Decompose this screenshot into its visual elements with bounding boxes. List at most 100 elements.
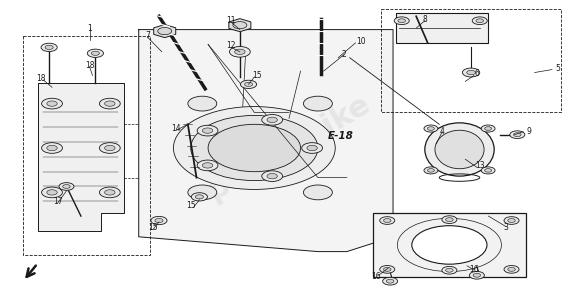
Circle shape <box>47 145 57 151</box>
Circle shape <box>508 218 516 223</box>
Circle shape <box>428 127 435 130</box>
Circle shape <box>202 163 213 168</box>
Circle shape <box>504 217 519 224</box>
Text: 18: 18 <box>36 74 45 83</box>
Text: E-18: E-18 <box>328 131 354 141</box>
Circle shape <box>91 51 99 55</box>
Circle shape <box>42 98 62 109</box>
Circle shape <box>387 279 394 283</box>
Circle shape <box>267 173 277 179</box>
Text: 17: 17 <box>53 197 62 206</box>
Circle shape <box>442 266 457 274</box>
Circle shape <box>99 143 120 153</box>
Circle shape <box>235 49 245 54</box>
Circle shape <box>467 70 475 75</box>
Circle shape <box>412 226 487 264</box>
Circle shape <box>514 133 521 137</box>
Text: 8: 8 <box>423 15 427 24</box>
Circle shape <box>195 195 203 199</box>
Polygon shape <box>229 19 251 32</box>
Circle shape <box>469 271 484 279</box>
Polygon shape <box>139 30 393 252</box>
Circle shape <box>262 115 283 125</box>
Text: 18: 18 <box>85 61 94 70</box>
Circle shape <box>398 19 406 23</box>
Circle shape <box>188 185 217 200</box>
Bar <box>396 13 488 43</box>
Text: parts4bike: parts4bike <box>202 89 376 207</box>
Text: 12: 12 <box>227 41 236 50</box>
Circle shape <box>158 28 172 35</box>
Circle shape <box>191 193 208 201</box>
Text: 14: 14 <box>172 124 181 133</box>
Circle shape <box>240 80 257 89</box>
Circle shape <box>473 274 481 277</box>
Bar <box>373 213 526 277</box>
Circle shape <box>446 268 453 272</box>
Text: 16: 16 <box>371 272 380 281</box>
Circle shape <box>424 167 438 174</box>
Text: 13: 13 <box>475 161 484 170</box>
Circle shape <box>424 125 438 132</box>
Circle shape <box>380 217 395 224</box>
Circle shape <box>446 218 453 221</box>
Text: 10: 10 <box>357 37 366 46</box>
Circle shape <box>197 160 218 171</box>
Text: 6: 6 <box>475 70 479 78</box>
Circle shape <box>42 143 62 153</box>
Circle shape <box>510 131 525 139</box>
Text: 15: 15 <box>149 223 158 232</box>
Circle shape <box>302 143 323 153</box>
Circle shape <box>197 125 218 136</box>
Circle shape <box>105 101 115 106</box>
Circle shape <box>476 19 483 23</box>
Text: 7: 7 <box>145 31 150 40</box>
Circle shape <box>244 82 253 86</box>
Text: 1: 1 <box>87 24 92 33</box>
Circle shape <box>233 22 247 29</box>
Circle shape <box>229 46 250 57</box>
Text: 11: 11 <box>227 16 236 25</box>
Circle shape <box>508 267 516 271</box>
Circle shape <box>151 216 167 225</box>
Circle shape <box>47 101 57 106</box>
Circle shape <box>188 96 217 111</box>
Circle shape <box>155 218 163 223</box>
Circle shape <box>47 190 57 195</box>
Text: 5: 5 <box>555 64 560 73</box>
Circle shape <box>262 171 283 181</box>
Circle shape <box>442 216 457 223</box>
Circle shape <box>307 145 317 151</box>
Circle shape <box>191 115 318 181</box>
Text: 2: 2 <box>342 50 346 59</box>
Text: 16: 16 <box>469 265 479 274</box>
Circle shape <box>472 17 487 25</box>
Circle shape <box>99 187 120 198</box>
Circle shape <box>202 128 213 133</box>
Circle shape <box>99 98 120 109</box>
Circle shape <box>481 167 495 174</box>
Circle shape <box>42 187 62 198</box>
Circle shape <box>62 185 71 188</box>
Circle shape <box>380 266 395 273</box>
Circle shape <box>87 49 103 57</box>
Circle shape <box>59 183 74 190</box>
Circle shape <box>45 45 53 49</box>
Circle shape <box>267 117 277 123</box>
Circle shape <box>462 68 480 77</box>
Circle shape <box>105 145 115 151</box>
Circle shape <box>41 43 57 52</box>
Text: 15: 15 <box>186 201 195 210</box>
Circle shape <box>173 107 335 189</box>
Ellipse shape <box>425 123 494 176</box>
Circle shape <box>481 125 495 132</box>
Text: 15: 15 <box>253 71 262 80</box>
Circle shape <box>504 266 519 273</box>
Circle shape <box>384 218 391 223</box>
Circle shape <box>484 169 491 172</box>
Circle shape <box>394 17 409 25</box>
Circle shape <box>208 124 301 172</box>
Circle shape <box>384 267 391 271</box>
Text: 4: 4 <box>440 127 444 136</box>
Circle shape <box>303 185 332 200</box>
